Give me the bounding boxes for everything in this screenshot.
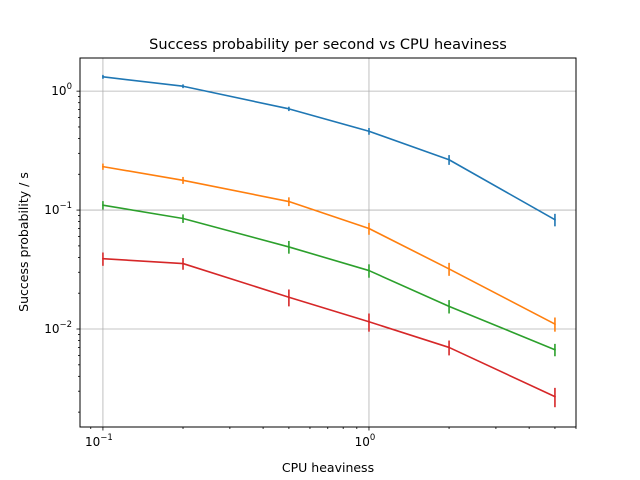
data-point [102,257,104,260]
y-tick-label: 100 [51,82,72,98]
data-point [448,346,450,349]
series-line-2 [102,165,556,325]
chart-title: Success probability per second vs CPU he… [149,37,507,53]
x-tick-label: 100 [355,433,376,449]
series-layer [102,74,556,408]
data-point [448,268,450,270]
data-point [102,75,104,78]
data-point [554,218,556,221]
data-point [182,262,184,265]
grid-lines [80,58,576,427]
data-point [368,320,370,323]
series-line-1 [102,76,556,221]
y-tick-label: 10−1 [44,201,72,217]
data-point [287,200,290,203]
data-point [368,269,370,272]
data-point [102,204,104,207]
y-tick-label: 10−2 [44,320,72,336]
data-point [448,158,450,161]
series-line-4 [102,257,556,398]
data-point [102,165,104,168]
data-point [448,305,450,308]
y-axis-label: Success probability / s [16,172,31,312]
x-tick-label: 10−1 [85,433,113,449]
data-point [554,348,556,351]
data-point [287,107,290,110]
axis-ticks: 10−1 100 10−2 10−1 100 [44,82,577,449]
data-point [368,227,370,230]
series-line-3 [102,204,556,351]
data-point [182,179,184,182]
data-point [287,296,290,299]
data-point [182,85,184,88]
data-point [287,246,290,248]
data-point [554,395,556,398]
x-axis-label: CPU heaviness [282,460,374,475]
data-point [182,217,184,220]
data-point [554,323,556,325]
data-point [368,130,370,133]
